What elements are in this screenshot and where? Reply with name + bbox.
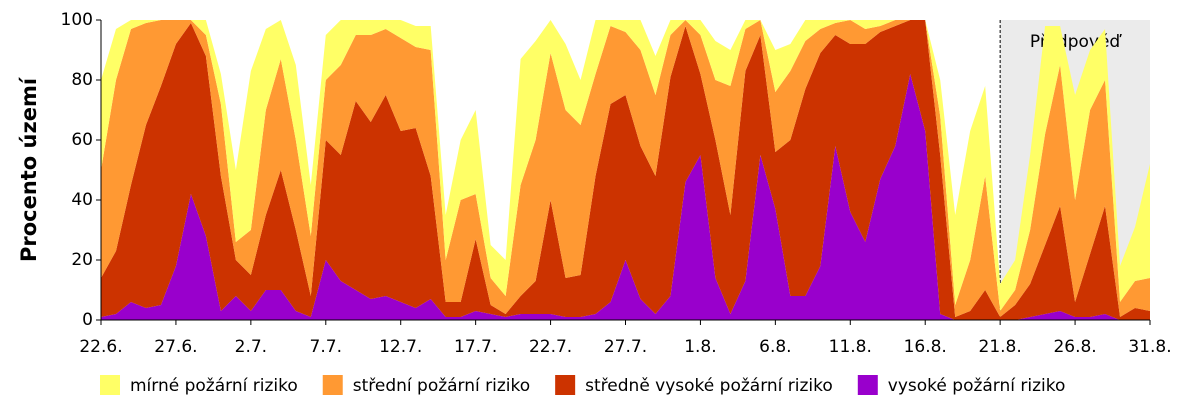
x-tick-label: 12.7. — [379, 337, 422, 357]
y-tick-label: 40 — [71, 190, 93, 210]
area — [101, 74, 1150, 320]
x-tick-label: 27.6. — [154, 337, 197, 357]
legend-swatch — [100, 375, 120, 395]
x-tick-label: 7.7. — [310, 337, 342, 357]
y-axis-label: Procento území — [17, 76, 41, 262]
legend-label: střední požární riziko — [353, 376, 530, 396]
x-tick-label: 16.8. — [904, 337, 947, 357]
legend-swatch — [857, 375, 878, 395]
legend-swatch — [555, 375, 576, 395]
x-tick-label: 2.7. — [235, 337, 267, 357]
area — [101, 20, 1150, 317]
legend-swatch — [322, 375, 343, 395]
x-tick-label: 17.7. — [454, 337, 497, 357]
x-tick-label: 11.8. — [829, 337, 872, 357]
y-tick-label: 80 — [71, 70, 93, 90]
y-tick-label: 0 — [82, 310, 93, 330]
legend-label: středně vysoké požární riziko — [585, 376, 833, 396]
legend-label: vysoké požární riziko — [888, 376, 1066, 396]
x-tick-label: 1.8. — [684, 337, 716, 357]
x-tick-label: 26.8. — [1053, 337, 1096, 357]
y-tick-label: 60 — [71, 130, 93, 150]
area — [101, 20, 1150, 311]
x-tick-label: 31.8. — [1128, 337, 1171, 357]
x-tick-label: 21.8. — [979, 337, 1022, 357]
x-tick-label: 27.7. — [604, 337, 647, 357]
x-tick-label: 22.6. — [79, 337, 122, 357]
x-tick-label: 22.7. — [529, 337, 572, 357]
y-tick-label: 20 — [71, 250, 93, 270]
x-tick-label: 6.8. — [759, 337, 791, 357]
legend-label: mírné požární riziko — [130, 376, 298, 396]
y-tick-label: 100 — [61, 10, 93, 30]
area — [101, 20, 1150, 320]
